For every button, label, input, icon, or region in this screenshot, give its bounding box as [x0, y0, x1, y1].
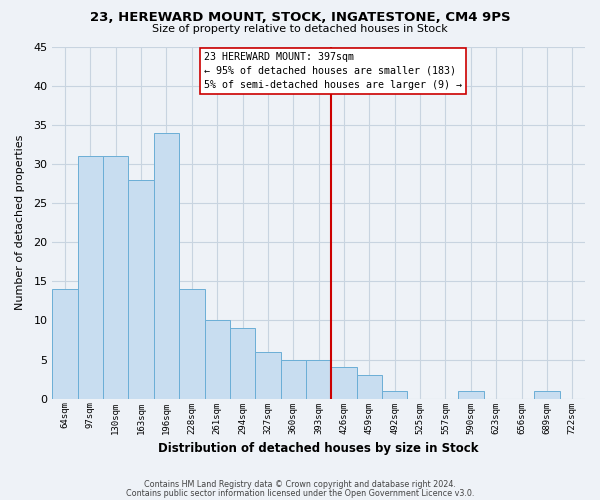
Bar [103, 156, 128, 398]
Text: Size of property relative to detached houses in Stock: Size of property relative to detached ho… [152, 24, 448, 34]
Bar [230, 328, 255, 398]
Bar [128, 180, 154, 398]
Text: 23, HEREWARD MOUNT, STOCK, INGATESTONE, CM4 9PS: 23, HEREWARD MOUNT, STOCK, INGATESTONE, … [89, 11, 511, 24]
Text: 23 HEREWARD MOUNT: 397sqm
← 95% of detached houses are smaller (183)
5% of semi-: 23 HEREWARD MOUNT: 397sqm ← 95% of detac… [204, 52, 462, 90]
Text: Contains HM Land Registry data © Crown copyright and database right 2024.: Contains HM Land Registry data © Crown c… [144, 480, 456, 489]
Bar [281, 360, 306, 399]
Y-axis label: Number of detached properties: Number of detached properties [15, 135, 25, 310]
Bar [306, 360, 331, 399]
Bar [534, 391, 560, 398]
Bar [331, 368, 357, 398]
Bar [255, 352, 281, 399]
Bar [382, 391, 407, 398]
X-axis label: Distribution of detached houses by size in Stock: Distribution of detached houses by size … [158, 442, 479, 455]
Bar [77, 156, 103, 398]
Bar [458, 391, 484, 398]
Text: Contains public sector information licensed under the Open Government Licence v3: Contains public sector information licen… [126, 488, 474, 498]
Bar [179, 289, 205, 399]
Bar [52, 289, 77, 399]
Bar [205, 320, 230, 398]
Bar [154, 132, 179, 398]
Bar [357, 375, 382, 398]
